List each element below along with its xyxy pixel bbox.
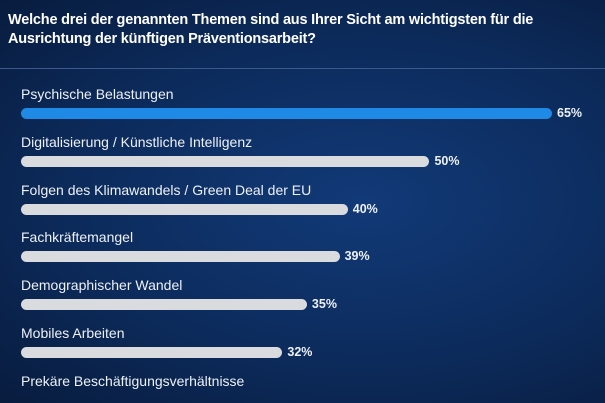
category-label: Prekäre Beschäftigungsverhältnisse	[21, 372, 245, 389]
bar	[21, 251, 340, 263]
bar	[21, 299, 307, 311]
category-label: Psychische Belastungen	[21, 86, 174, 102]
bar	[21, 203, 348, 215]
value-label: 39%	[344, 249, 370, 264]
value-label: 35%	[311, 297, 337, 312]
bar	[21, 347, 283, 358]
value-label: 32%	[287, 345, 313, 359]
value-label: 40%	[352, 201, 378, 216]
category-label: Fachkräftemangel	[21, 229, 134, 246]
value-label: 50%	[434, 153, 460, 168]
category-label: Digitalisierung / Künstliche Intelligenz	[21, 133, 253, 150]
category-label: Mobiles Arbeiten	[21, 325, 125, 341]
divider	[0, 68, 605, 69]
bar	[21, 155, 430, 167]
value-label: 65%	[557, 106, 583, 120]
chart-title: Welche drei der genannten Themen sind au…	[8, 12, 534, 47]
bar	[21, 108, 552, 119]
category-label: Demographischer Wandel	[21, 277, 183, 294]
category-label: Folgen des Klimawandels / Green Deal der…	[21, 181, 312, 198]
